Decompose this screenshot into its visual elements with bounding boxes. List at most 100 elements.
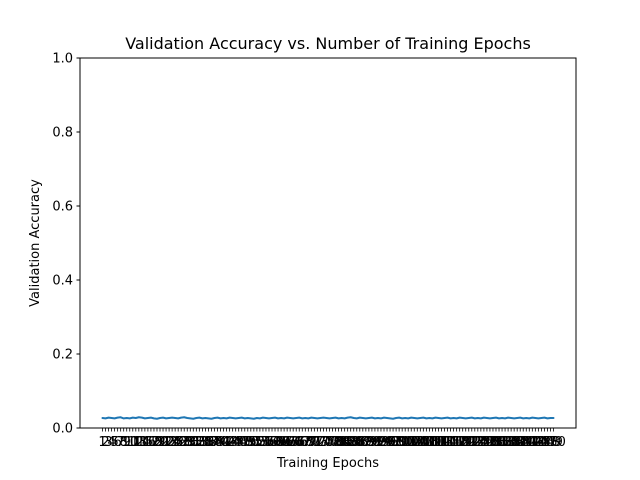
x-axis-label: Training Epochs (276, 456, 379, 471)
x-tick-label: 11 (124, 435, 141, 450)
x-tick-label: 79 (330, 435, 347, 450)
x-tick-label: 67 (294, 435, 311, 450)
x-tick-label: 71 (306, 435, 323, 450)
x-tick-label: 144 (523, 435, 548, 450)
x-tick-label: 90 (364, 435, 381, 450)
y-axis: 0.0 0.2 0.4 0.6 0.8 1.0 (52, 52, 80, 437)
x-tick-label: 106 (408, 435, 433, 450)
x-tick-label: 26 (170, 435, 187, 450)
x-tick-label: 101 (393, 435, 418, 450)
x-tick-label: 13 (131, 435, 148, 450)
chart-title: Validation Accuracy vs. Number of Traini… (125, 34, 531, 53)
x-tick-label: 46 (230, 435, 247, 450)
x-tick-label: 145 (526, 435, 551, 450)
x-tick-label: 38 (206, 435, 223, 450)
x-tick-label: 58 (267, 435, 284, 450)
x-tick-label: 68 (297, 435, 314, 450)
x-tick-label: 117 (441, 435, 466, 450)
x-tick-label: 29 (179, 435, 196, 450)
x-tick-label: 115 (435, 435, 460, 450)
x-tick-label: 12 (128, 435, 145, 450)
x-tick-label: 132 (487, 435, 512, 450)
x-tick-label: 139 (508, 435, 533, 450)
x-tick-label: 119 (447, 435, 472, 450)
x-tick-label: 41 (215, 435, 232, 450)
x-tick-label: 147 (532, 435, 557, 450)
x-tick-label: 140 (511, 435, 536, 450)
x-tick-label: 111 (423, 435, 448, 450)
x-tick-label: 112 (426, 435, 451, 450)
x-tick-label: 142 (517, 435, 542, 450)
y-axis-label: Validation Accuracy (28, 179, 43, 307)
x-tick-label: 100 (390, 435, 415, 450)
x-tick-label: 99 (391, 435, 408, 450)
x-tick-label: 5 (110, 435, 118, 450)
y-tick-label: 0.6 (52, 200, 73, 215)
x-tick-label: 45 (227, 435, 244, 450)
x-tick-label: 122 (456, 435, 481, 450)
x-tick-label: 8 (120, 435, 128, 450)
x-tick-label: 104 (402, 435, 427, 450)
x-tick-label: 88 (358, 435, 375, 450)
x-tick-label: 92 (370, 435, 387, 450)
series-line-0 (101, 416, 555, 420)
x-tick-label: 124 (462, 435, 487, 450)
x-tick-label: 14 (134, 435, 151, 450)
plot-frame (79, 57, 577, 429)
x-tick-label: 27 (173, 435, 190, 450)
x-tick-label: 138 (505, 435, 530, 450)
x-tick-label: 44 (224, 435, 241, 450)
x-tick-label: 3 (104, 435, 112, 450)
x-tick-label: 150 (541, 435, 566, 450)
x-tick-label: 32 (188, 435, 205, 450)
x-tick-label: 18 (146, 435, 163, 450)
x-tick-label: 64 (285, 435, 302, 450)
x-tick-label: 7 (117, 435, 125, 450)
x-tick-label: 73 (312, 435, 329, 450)
x-tick-label: 137 (502, 435, 527, 450)
x-tick-label: 85 (348, 435, 365, 450)
x-tick-label: 98 (388, 435, 405, 450)
x-tick-label: 81 (336, 435, 353, 450)
x-tick-label: 83 (342, 435, 359, 450)
x-tick-label: 127 (471, 435, 496, 450)
x-tick-label: 9 (123, 435, 131, 450)
x-tick-label: 15 (137, 435, 154, 450)
x-tick-label: 148 (535, 435, 560, 450)
x-tick-label: 36 (200, 435, 217, 450)
x-tick-label: 80 (333, 435, 350, 450)
x-tick-label: 57 (264, 435, 281, 450)
x-tick-label: 93 (373, 435, 390, 450)
x-tick-label: 51 (246, 435, 263, 450)
x-tick-label: 103 (399, 435, 424, 450)
x-tick-label: 47 (233, 435, 250, 450)
x-tick-label: 120 (450, 435, 475, 450)
x-tick-label: 95 (379, 435, 396, 450)
x-tick-label: 33 (191, 435, 208, 450)
x-tick-label: 16 (140, 435, 157, 450)
x-tick-label: 96 (382, 435, 399, 450)
x-tick-label: 1 (98, 435, 106, 450)
x-tick-label: 110 (420, 435, 445, 450)
x-tick-label: 82 (339, 435, 356, 450)
x-tick-label: 128 (474, 435, 499, 450)
y-tick-label: 0.8 (52, 126, 73, 141)
x-tick-label: 61 (276, 435, 293, 450)
x-tick-label: 22 (158, 435, 175, 450)
x-tick-label: 107 (411, 435, 436, 450)
x-tick-label: 108 (414, 435, 439, 450)
x-tick-label: 59 (270, 435, 287, 450)
x-tick-label: 149 (538, 435, 563, 450)
x-tick-label: 62 (279, 435, 296, 450)
x-tick-label: 37 (203, 435, 220, 450)
x-tick-label: 6 (113, 435, 121, 450)
x-tick-label: 141 (514, 435, 539, 450)
x-tick-label: 25 (167, 435, 184, 450)
x-tick-label: 143 (520, 435, 545, 450)
x-tick-label: 63 (282, 435, 299, 450)
x-tick-label: 87 (355, 435, 372, 450)
x-tick-label: 126 (468, 435, 493, 450)
x-tick-label: 48 (236, 435, 253, 450)
x-tick-label: 34 (194, 435, 211, 450)
